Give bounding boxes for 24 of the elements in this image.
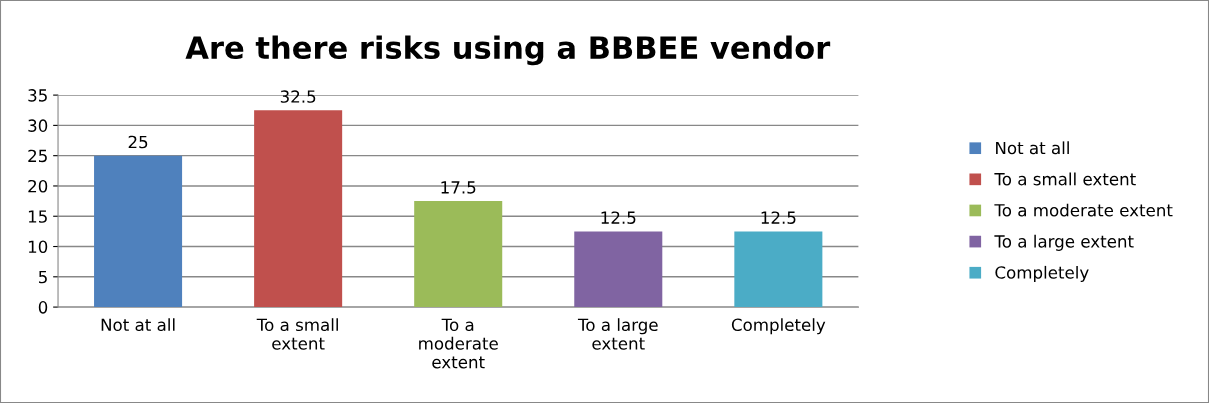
data-label: 12.5 xyxy=(601,211,636,224)
y-tick-label: 0 xyxy=(38,301,48,314)
x-tick-label: To a moderate extent xyxy=(419,318,498,369)
chart-title: Are there risks using a BBBEE vendor xyxy=(185,35,831,66)
data-label: 25 xyxy=(128,135,148,149)
legend-label: Not at all xyxy=(996,141,1069,155)
y-tick-label: 15 xyxy=(28,210,47,223)
legend-label: Completely xyxy=(995,265,1089,283)
legend-label: To a large extent xyxy=(994,234,1134,251)
y-tick-label: 35 xyxy=(28,89,47,102)
data-label: 32.5 xyxy=(280,90,316,103)
y-tick-label: 20 xyxy=(28,179,48,193)
y-tick-label: 10 xyxy=(28,240,48,254)
y-tick-label: 30 xyxy=(28,119,48,132)
y-tick-label: 25 xyxy=(28,149,47,163)
data-label: 12.5 xyxy=(761,211,796,224)
x-tick-label: Not at all xyxy=(101,318,175,332)
legend-label: To a moderate extent xyxy=(994,203,1173,217)
x-tick-label: To a large extent xyxy=(577,318,658,350)
x-tick-label: To a small extent xyxy=(256,318,338,350)
x-tick-label: Completely xyxy=(731,318,826,335)
data-label: 17.5 xyxy=(441,181,476,194)
legend-label: To a small extent xyxy=(994,172,1136,186)
y-tick-label: 5 xyxy=(38,270,47,284)
